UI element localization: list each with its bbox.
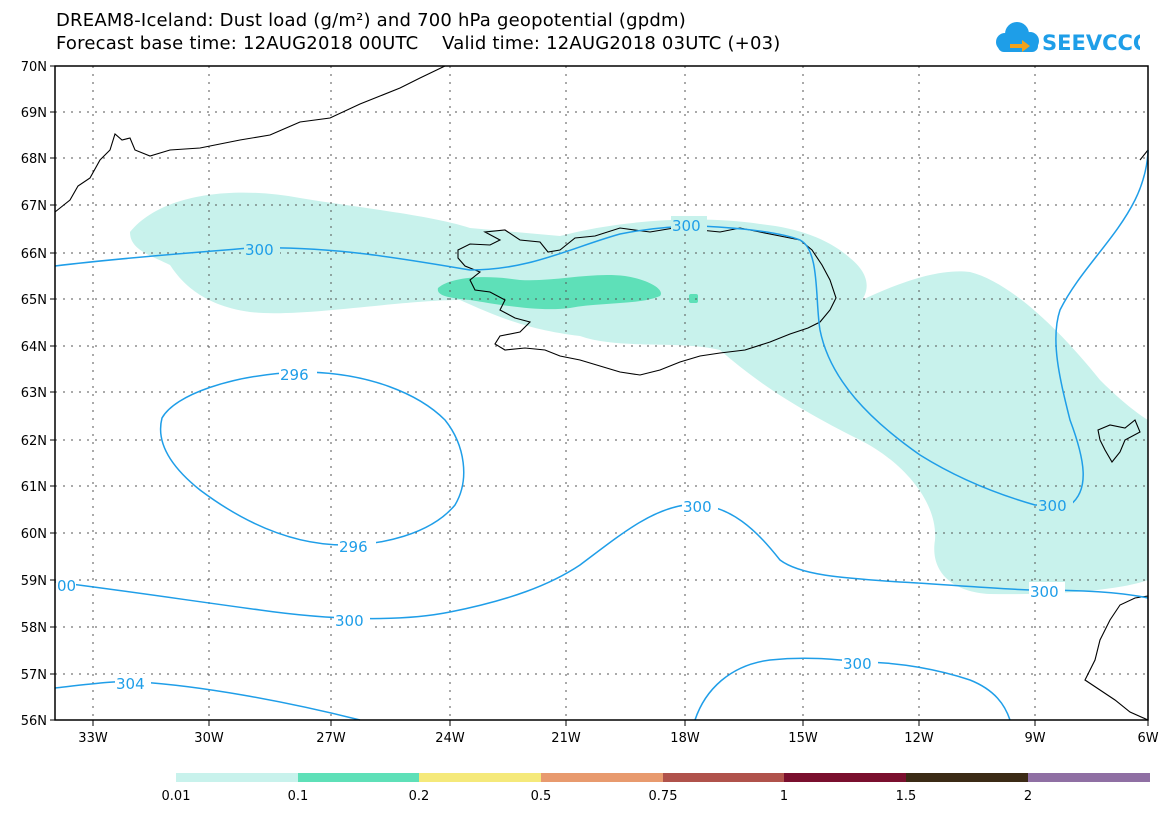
logo-text: SEEVCCC bbox=[1042, 31, 1140, 55]
coastlines bbox=[54, 65, 1149, 721]
lat-label-70n: 70N bbox=[21, 60, 47, 75]
map-grid bbox=[55, 66, 1148, 720]
colorbar-labels: 0.01 0.1 0.2 0.5 0.75 1 1.5 2 bbox=[162, 789, 1033, 804]
lon-label-21w: 21W bbox=[551, 731, 581, 746]
seevccc-logo: SEEVCCC bbox=[996, 22, 1140, 55]
contour-304 bbox=[54, 680, 361, 721]
contour-label-296-bottom: 296 bbox=[339, 538, 368, 556]
colorbar-label-0: 0.01 bbox=[162, 789, 191, 804]
colorbar-label-5: 1 bbox=[780, 789, 788, 804]
lat-label-59n: 59N bbox=[21, 574, 47, 589]
dust-load-spot bbox=[689, 294, 698, 303]
lat-label-68n: 68N bbox=[21, 152, 47, 167]
contour-300-south bbox=[54, 503, 1149, 620]
greenland-coast bbox=[54, 65, 446, 213]
colorbar-label-4: 0.75 bbox=[649, 789, 678, 804]
lon-ticks bbox=[92, 720, 1149, 726]
arrow-icon bbox=[1010, 40, 1030, 52]
lon-label-30w: 30W bbox=[194, 731, 224, 746]
colorbar-label-3: 0.5 bbox=[531, 789, 552, 804]
contour-label-300-east: 300 bbox=[1038, 497, 1067, 515]
lat-ticks bbox=[50, 65, 55, 721]
contour-label-300-ne: 300 bbox=[672, 217, 701, 235]
colorbar-swatch-5 bbox=[784, 773, 906, 782]
colorbar-swatch-4 bbox=[663, 773, 784, 782]
lat-label-57n: 57N bbox=[21, 668, 47, 683]
colorbar-label-1: 0.1 bbox=[288, 789, 309, 804]
scotland-coast bbox=[1084, 595, 1149, 721]
contour-label-300-nw: 300 bbox=[245, 241, 274, 259]
iceland-coast bbox=[457, 226, 837, 376]
colorbar-swatch-1 bbox=[298, 773, 419, 782]
lat-label-62n: 62N bbox=[21, 434, 47, 449]
lat-label-63n: 63N bbox=[21, 386, 47, 401]
contour-labels: 300 300 296 296 300 300 300 300 300 304 … bbox=[56, 216, 1073, 693]
lat-labels: 70N 69N 68N 67N 66N 65N 64N 63N 62N 61N … bbox=[21, 60, 47, 729]
lat-label-65n: 65N bbox=[21, 293, 47, 308]
contour-label-300-low: 300 bbox=[843, 655, 872, 673]
lat-label-56n: 56N bbox=[21, 714, 47, 729]
lat-label-69n: 69N bbox=[21, 106, 47, 121]
norway-coast bbox=[1139, 149, 1149, 161]
lon-label-12w: 12W bbox=[904, 731, 934, 746]
lon-label-9w: 9W bbox=[1024, 731, 1045, 746]
lat-label-61n: 61N bbox=[21, 480, 47, 495]
lon-label-18w: 18W bbox=[670, 731, 700, 746]
lon-label-24w: 24W bbox=[435, 731, 465, 746]
map-title: DREAM8-Iceland: Dust load (g/m²) and 700… bbox=[56, 10, 686, 31]
lat-label-66n: 66N bbox=[21, 247, 47, 262]
colorbar-swatch-0 bbox=[176, 773, 298, 782]
contour-label-300-south: 300 bbox=[335, 612, 364, 630]
contour-label-300-edge: 00 bbox=[57, 577, 76, 595]
dust-load-area-low bbox=[130, 192, 1148, 595]
colorbar-swatch-6 bbox=[906, 773, 1028, 782]
colorbar-swatch-2 bbox=[419, 773, 541, 782]
colorbar-swatch-7 bbox=[1028, 773, 1150, 782]
map-frame bbox=[54, 65, 1149, 721]
colorbar-swatch-3 bbox=[541, 773, 663, 782]
contour-label-300-mid: 300 bbox=[683, 498, 712, 516]
lat-label-60n: 60N bbox=[21, 527, 47, 542]
contour-296 bbox=[159, 371, 465, 546]
lat-label-64n: 64N bbox=[21, 340, 47, 355]
colorbar bbox=[176, 773, 1150, 782]
lat-label-58n: 58N bbox=[21, 621, 47, 636]
contour-300-north bbox=[54, 149, 1149, 506]
colorbar-label-2: 0.2 bbox=[409, 789, 430, 804]
lat-label-67n: 67N bbox=[21, 199, 47, 214]
cloud-icon bbox=[996, 22, 1039, 52]
contour-label-300-se: 300 bbox=[1030, 583, 1059, 601]
lon-label-6w: 6W bbox=[1137, 731, 1158, 746]
colorbar-label-7: 2 bbox=[1024, 789, 1032, 804]
lon-labels: 33W 30W 27W 24W 21W 18W 15W 12W 9W 6W bbox=[78, 731, 1158, 746]
faroe-coast bbox=[1097, 419, 1141, 463]
dust-load-area-mid bbox=[437, 275, 661, 310]
lon-label-27w: 27W bbox=[316, 731, 346, 746]
contour-label-296-top: 296 bbox=[280, 366, 309, 384]
contour-label-304: 304 bbox=[116, 675, 145, 693]
lon-label-15w: 15W bbox=[788, 731, 818, 746]
lon-label-33w: 33W bbox=[78, 731, 108, 746]
colorbar-label-6: 1.5 bbox=[896, 789, 917, 804]
map-subtitle: Forecast base time: 12AUG2018 00UTC Vali… bbox=[56, 33, 781, 54]
